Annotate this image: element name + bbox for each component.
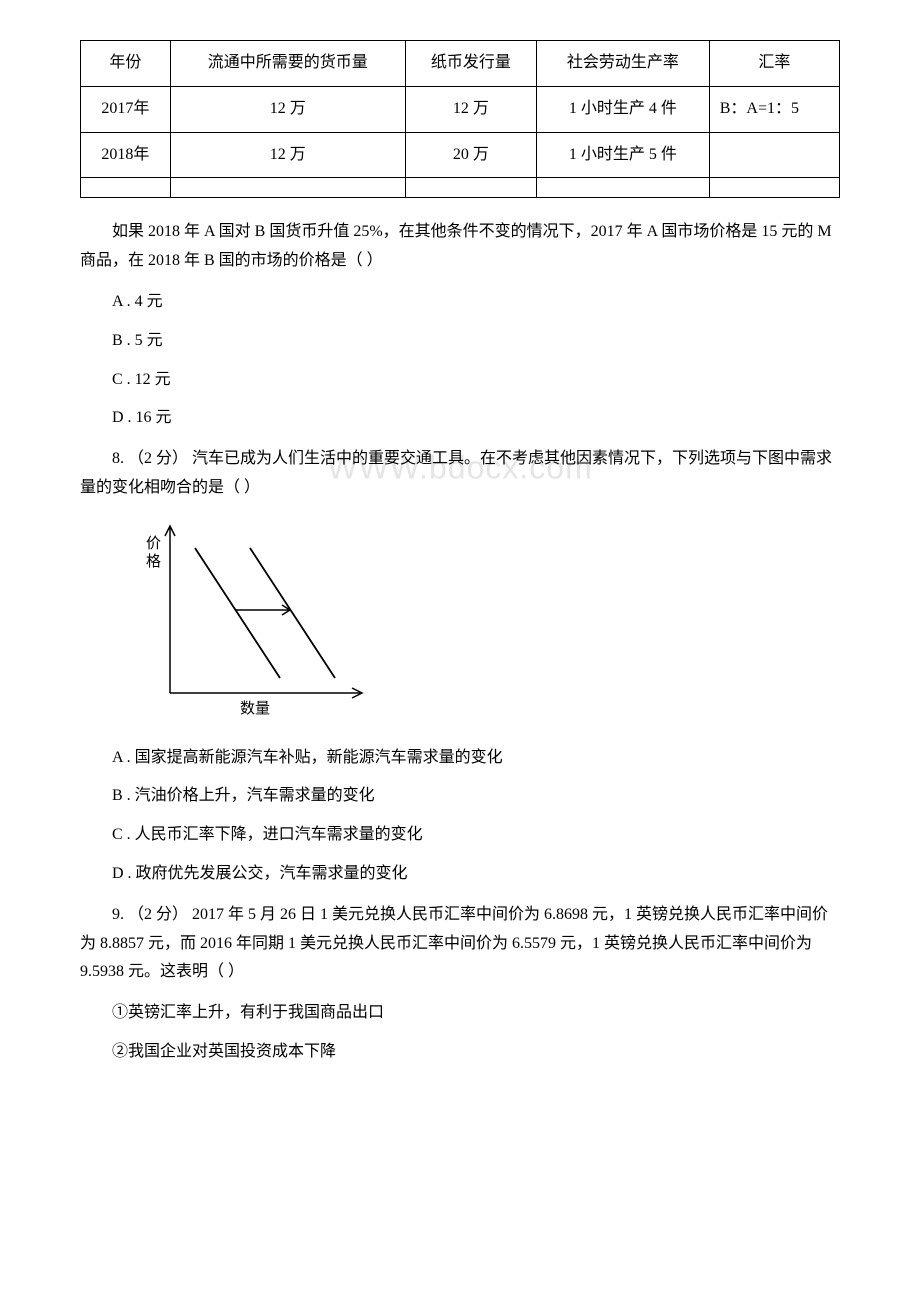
cell-year: 2018年 [81, 132, 171, 178]
col-productivity: 社会劳动生产率 [536, 41, 709, 87]
q7-option-b: B . 5 元 [80, 327, 840, 356]
demand-chart-svg: 价 格 数量 [140, 518, 380, 718]
demand-line-2 [250, 548, 335, 678]
data-table: 年份 流通中所需要的货币量 纸币发行量 社会劳动生产率 汇率 2017年 12 … [80, 40, 840, 198]
table-row: 2017年 12 万 12 万 1 小时生产 4 件 B：A=1：5 [81, 86, 840, 132]
col-currency-needed: 流通中所需要的货币量 [170, 41, 405, 87]
q8-option-b: B . 汽油价格上升，汽车需求量的变化 [80, 782, 840, 811]
q9-item-1: ①英镑汇率上升，有利于我国商品出口 [80, 999, 840, 1028]
table-empty-row [81, 178, 840, 198]
q7-option-a: A . 4 元 [80, 288, 840, 317]
demand-chart: 价 格 数量 [140, 518, 840, 729]
cell-prod: 1 小时生产 5 件 [536, 132, 709, 178]
cell-rate [709, 132, 839, 178]
q7-option-c: C . 12 元 [80, 366, 840, 395]
col-exchange-rate: 汇率 [709, 41, 839, 87]
col-currency-issued: 纸币发行量 [405, 41, 536, 87]
col-year: 年份 [81, 41, 171, 87]
table-header-row: 年份 流通中所需要的货币量 纸币发行量 社会劳动生产率 汇率 [81, 41, 840, 87]
q9-item-2: ②我国企业对英国投资成本下降 [80, 1038, 840, 1067]
q7-option-d: D . 16 元 [80, 404, 840, 433]
q9-stem: 9. （2 分） 2017 年 5 月 26 日 1 美元兑换人民币汇率中间价为… [80, 901, 840, 987]
cell-needed: 12 万 [170, 132, 405, 178]
q8-stem: 8. （2 分） 汽车已成为人们生活中的重要交通工具。在不考虑其他因素情况下，下… [80, 445, 840, 503]
demand-line-1 [195, 548, 280, 678]
x-axis-label: 数量 [240, 700, 270, 717]
y-axis-label-2: 格 [146, 553, 161, 570]
table-row: 2018年 12 万 20 万 1 小时生产 5 件 [81, 132, 840, 178]
cell-issued: 12 万 [405, 86, 536, 132]
q8-container: 8. （2 分） 汽车已成为人们生活中的重要交通工具。在不考虑其他因素情况下，下… [80, 445, 840, 503]
q8-option-a: A . 国家提高新能源汽车补贴，新能源汽车需求量的变化 [80, 744, 840, 773]
cell-year: 2017年 [81, 86, 171, 132]
cell-issued: 20 万 [405, 132, 536, 178]
cell-rate: B：A=1：5 [709, 86, 839, 132]
cell-needed: 12 万 [170, 86, 405, 132]
cell-prod: 1 小时生产 4 件 [536, 86, 709, 132]
q8-option-d: D . 政府优先发展公交，汽车需求量的变化 [80, 860, 840, 889]
y-axis-label: 价 [146, 536, 161, 552]
q8-option-c: C . 人民币汇率下降，进口汽车需求量的变化 [80, 821, 840, 850]
q7-context: 如果 2018 年 A 国对 B 国货币升值 25%，在其他条件不变的情况下，2… [80, 218, 840, 276]
